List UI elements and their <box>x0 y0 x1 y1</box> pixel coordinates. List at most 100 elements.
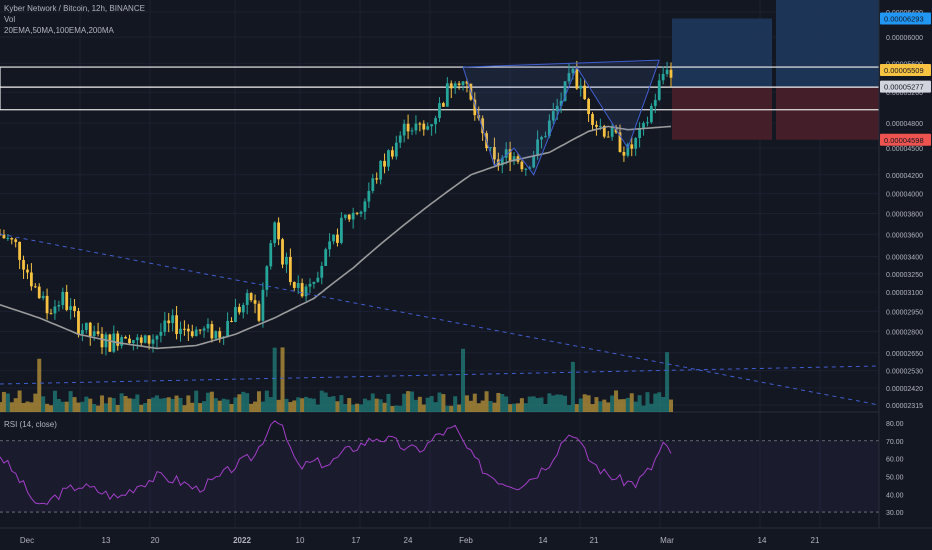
time-tick-label: Dec <box>20 536 34 545</box>
downtrend-line <box>0 233 880 406</box>
volume-bar <box>217 400 222 412</box>
candle-body <box>642 123 645 129</box>
volume-bar <box>535 397 540 412</box>
volume-bar <box>198 403 203 412</box>
volume-bar <box>437 392 442 412</box>
candle-body <box>649 106 653 123</box>
price-tick-label: 0.00004200 <box>886 173 923 180</box>
candle-body <box>316 277 320 282</box>
candle-body <box>88 322 92 337</box>
candle-body <box>77 311 80 334</box>
candle-body <box>132 340 135 344</box>
candle-body <box>190 331 194 337</box>
candle-body <box>587 99 590 115</box>
candle-body <box>595 124 598 127</box>
price-tick-label: 0.00003250 <box>886 272 923 279</box>
price-tag-label: 0.00006293 <box>884 15 924 24</box>
rsi-tick-label: 50.00 <box>886 474 904 481</box>
candle-body <box>61 291 65 306</box>
candle-body <box>473 99 477 116</box>
candle-body <box>375 178 379 180</box>
candle-body <box>120 337 124 346</box>
volume-bar <box>421 404 426 412</box>
price-tag-label: 0.00005509 <box>884 66 924 75</box>
candle-body <box>171 315 175 324</box>
candle-body <box>135 337 139 341</box>
volume-bar <box>323 392 328 412</box>
ma-indicator-label: 20EMA,50MA,100EMA,200MA <box>4 26 114 35</box>
candle-body <box>214 331 218 339</box>
candle-body <box>124 337 127 339</box>
volume-bar <box>586 395 591 412</box>
volume-bar <box>92 403 97 412</box>
volume-bar <box>9 402 14 412</box>
candle-body <box>575 68 579 89</box>
candle-body <box>547 120 551 137</box>
candle-body <box>438 103 441 119</box>
candle-body <box>57 305 61 307</box>
candle-body <box>241 304 245 313</box>
volume-bar <box>123 396 128 412</box>
candle-body <box>226 320 229 337</box>
candle-body <box>559 100 563 106</box>
volume-bar <box>508 404 513 412</box>
candle-body <box>657 80 661 100</box>
volume-bar <box>143 403 148 412</box>
candle-body <box>500 157 504 166</box>
volume-bar <box>610 395 615 412</box>
volume-bar <box>162 398 167 412</box>
volume-bar <box>135 394 140 412</box>
volume-bar <box>590 404 595 412</box>
time-tick-label: Feb <box>459 536 473 545</box>
volume-bar <box>645 392 650 412</box>
volume-bar <box>641 405 646 412</box>
candle-body <box>202 328 206 331</box>
candle-body <box>367 190 371 202</box>
volume-bar <box>425 397 430 412</box>
rsi-band <box>0 440 879 513</box>
price-tag <box>880 133 931 146</box>
candle-body <box>2 234 6 239</box>
volume-bar <box>629 393 634 412</box>
candle-body <box>230 320 233 322</box>
price-tag <box>880 12 931 25</box>
rsi-line <box>0 420 672 505</box>
candle-body <box>18 241 22 260</box>
volume-bar <box>661 396 666 412</box>
candle-body <box>598 125 602 127</box>
rsi-tick-label: 70.00 <box>886 439 904 446</box>
volume-bar <box>665 352 670 412</box>
volume-bar <box>21 402 26 412</box>
candle-body <box>336 234 339 243</box>
target-zone <box>672 18 772 87</box>
volume-bar <box>158 398 163 412</box>
candle-body <box>33 286 37 288</box>
candle-body <box>206 324 210 329</box>
candle-body <box>65 291 69 310</box>
candle-body <box>422 123 426 130</box>
target-zone-ext <box>776 0 879 87</box>
candle-body <box>320 265 324 278</box>
candle-body <box>351 212 355 220</box>
candle-body <box>163 320 167 332</box>
volume-bar <box>480 400 485 412</box>
candle-body <box>139 337 143 343</box>
price-tick-label: 0.00003100 <box>886 290 923 297</box>
volume-bar <box>512 403 517 412</box>
volume-bar <box>370 393 375 412</box>
price-candles <box>0 60 673 356</box>
volume-bar <box>559 394 564 412</box>
volume-bar <box>315 404 320 412</box>
volume-bar <box>72 397 77 412</box>
candle-body <box>210 324 214 339</box>
volume-bar <box>649 403 654 412</box>
volume-bar <box>362 398 367 412</box>
candle-body <box>261 289 265 321</box>
candle-body <box>661 74 665 81</box>
candle-body <box>602 125 606 137</box>
price-tick-label: 0.00002530 <box>886 369 923 376</box>
candle-body <box>116 333 120 346</box>
volume-bar <box>131 398 136 412</box>
volume-bar <box>237 394 242 412</box>
